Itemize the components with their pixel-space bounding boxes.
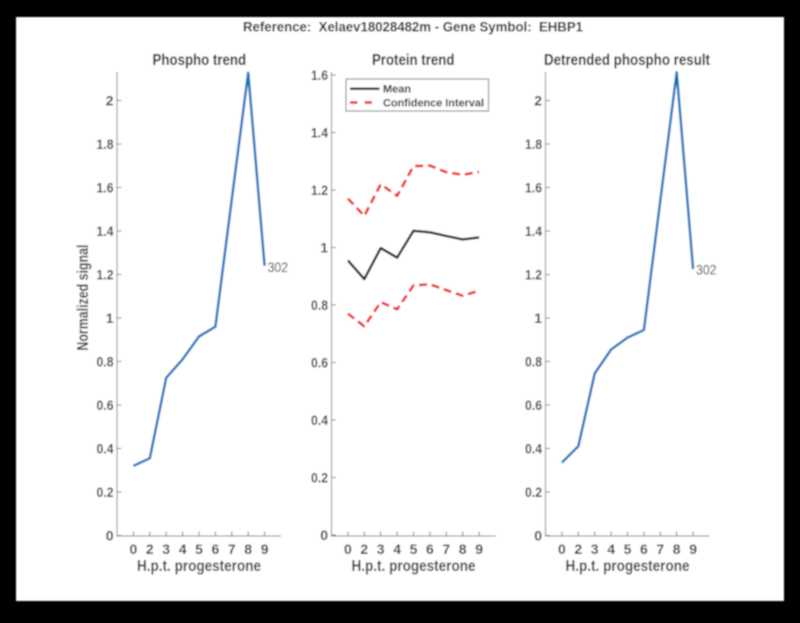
svg-text:1.2: 1.2: [525, 267, 542, 283]
svg-text:2: 2: [106, 93, 114, 109]
svg-text:9: 9: [261, 541, 269, 557]
svg-text:7: 7: [442, 541, 450, 557]
svg-text:2: 2: [146, 541, 154, 557]
svg-text:1.2: 1.2: [97, 267, 114, 283]
svg-text:6: 6: [426, 541, 434, 557]
svg-text:8: 8: [673, 541, 681, 557]
svg-text:0: 0: [130, 541, 138, 557]
svg-text:1.6: 1.6: [525, 180, 542, 196]
svg-text:0: 0: [534, 528, 542, 544]
svg-text:1.4: 1.4: [311, 125, 328, 141]
svg-text:1.4: 1.4: [525, 223, 542, 239]
svg-text:0.4: 0.4: [97, 441, 114, 457]
svg-text:0: 0: [106, 528, 114, 544]
svg-text:302: 302: [696, 262, 717, 278]
svg-text:1.4: 1.4: [97, 223, 114, 239]
svg-text:0: 0: [558, 541, 566, 557]
svg-text:0.2: 0.2: [311, 470, 328, 486]
svg-text:0.8: 0.8: [525, 354, 542, 370]
svg-text:9: 9: [475, 541, 483, 557]
svg-text:4: 4: [607, 541, 615, 557]
svg-text:7: 7: [656, 541, 664, 557]
svg-text:1.8: 1.8: [97, 136, 114, 152]
svg-text:0.8: 0.8: [97, 354, 114, 370]
svg-text:3: 3: [591, 541, 599, 557]
svg-text:Normalized signal: Normalized signal: [75, 245, 92, 351]
svg-text:H.p.t. progesterone: H.p.t. progesterone: [352, 558, 476, 575]
svg-text:2: 2: [574, 541, 582, 557]
svg-text:5: 5: [410, 541, 418, 557]
svg-text:0.6: 0.6: [311, 355, 328, 371]
svg-text:Confidence Interval: Confidence Interval: [383, 98, 484, 110]
svg-text:2: 2: [360, 541, 368, 557]
svg-text:Reference: Xelaev18028482m -: Reference: Xelaev18028482m - Gene Symbol…: [243, 19, 583, 35]
svg-text:Phospho trend: Phospho trend: [153, 52, 247, 69]
svg-text:8: 8: [244, 541, 252, 557]
svg-text:H.p.t. progesterone: H.p.t. progesterone: [137, 558, 261, 575]
svg-text:8: 8: [459, 541, 467, 557]
svg-text:0: 0: [344, 541, 352, 557]
svg-text:0.4: 0.4: [311, 412, 328, 428]
svg-text:3: 3: [162, 541, 170, 557]
svg-text:1: 1: [534, 310, 542, 326]
svg-text:4: 4: [393, 541, 401, 557]
svg-text:0.2: 0.2: [97, 484, 114, 500]
svg-text:6: 6: [640, 541, 648, 557]
svg-text:H.p.t. progesterone: H.p.t. progesterone: [566, 558, 690, 575]
svg-text:Mean: Mean: [383, 84, 411, 96]
svg-text:Detrended phospho result: Detrended phospho result: [544, 52, 711, 69]
svg-text:1: 1: [320, 240, 328, 256]
svg-text:2: 2: [534, 93, 542, 109]
svg-text:1: 1: [106, 310, 114, 326]
svg-text:1.8: 1.8: [525, 136, 542, 152]
svg-text:Protein trend: Protein trend: [372, 52, 455, 69]
svg-text:0.4: 0.4: [525, 441, 542, 457]
svg-text:5: 5: [624, 541, 632, 557]
svg-text:0.6: 0.6: [97, 397, 114, 413]
svg-text:9: 9: [689, 541, 697, 557]
svg-text:1.6: 1.6: [97, 180, 114, 196]
svg-text:1.6: 1.6: [311, 67, 328, 83]
svg-text:3: 3: [377, 541, 385, 557]
svg-text:5: 5: [195, 541, 203, 557]
svg-text:0.2: 0.2: [525, 484, 542, 500]
svg-text:1.2: 1.2: [311, 182, 328, 198]
svg-text:4: 4: [179, 541, 187, 557]
svg-text:0: 0: [320, 527, 328, 543]
svg-text:6: 6: [212, 541, 220, 557]
svg-text:0.8: 0.8: [311, 297, 328, 313]
svg-text:7: 7: [228, 541, 236, 557]
svg-text:0.6: 0.6: [525, 397, 542, 413]
svg-text:302: 302: [268, 259, 289, 275]
